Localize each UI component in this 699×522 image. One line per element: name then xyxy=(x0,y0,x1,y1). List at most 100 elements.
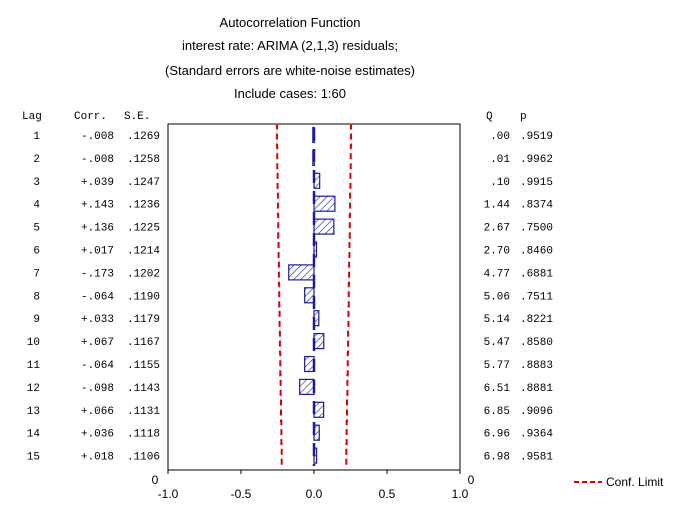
conf-limit-upper xyxy=(345,123,353,468)
acf-bar xyxy=(313,195,336,212)
row-p: .7511 xyxy=(520,291,553,303)
row-lag: 9 xyxy=(33,314,40,326)
row-corr: +.066 xyxy=(81,406,114,418)
acf-bar xyxy=(312,126,315,144)
row-corr: +.067 xyxy=(81,337,114,349)
row-q: 6.51 xyxy=(484,383,511,395)
row-lag: 8 xyxy=(33,291,40,303)
row-p: .9581 xyxy=(520,452,553,464)
row-corr: -.064 xyxy=(81,291,114,303)
row-p: .8881 xyxy=(520,383,553,395)
acf-bar xyxy=(313,424,320,441)
acf-bar xyxy=(304,355,315,373)
chart-title-line-3: (Standard errors are white-noise estimat… xyxy=(165,63,415,78)
row-se: .1190 xyxy=(127,291,160,303)
row-p: .8374 xyxy=(520,200,553,212)
row-corr: +.036 xyxy=(81,429,114,441)
row-corr: +.017 xyxy=(81,246,114,258)
row-corr: -.098 xyxy=(81,383,114,395)
row-p: .8460 xyxy=(520,246,553,258)
row-q: 5.14 xyxy=(484,314,511,326)
row-p: .9096 xyxy=(520,406,553,418)
row-se: .1155 xyxy=(127,360,160,372)
row-corr: -.064 xyxy=(81,360,114,372)
x-tick-label: 0.5 xyxy=(379,487,396,501)
row-se: .1247 xyxy=(127,177,160,189)
acf-bar xyxy=(304,287,315,304)
row-p: .8221 xyxy=(520,314,553,326)
row-corr: -.008 xyxy=(81,154,114,166)
row-se: .1106 xyxy=(127,452,160,464)
row-corr: -.173 xyxy=(81,268,114,280)
row-corr: -.008 xyxy=(81,131,114,143)
acf-bar xyxy=(313,401,325,418)
row-q: .01 xyxy=(490,154,510,166)
row-lag: 15 xyxy=(27,452,40,464)
row-q: 6.85 xyxy=(484,406,510,418)
row-p: .9364 xyxy=(520,429,553,441)
acf-bar xyxy=(313,333,325,350)
row-se: .1167 xyxy=(127,337,160,349)
row-q: 6.96 xyxy=(484,429,510,441)
row-se: .1236 xyxy=(127,200,160,212)
row-q: .00 xyxy=(490,131,510,143)
row-lag: 7 xyxy=(33,268,40,280)
row-q: 5.47 xyxy=(484,337,510,349)
acf-bar xyxy=(313,310,320,327)
row-q: 1.44 xyxy=(484,200,511,212)
col-header-se: S.E. xyxy=(124,111,150,123)
row-lag: 1 xyxy=(33,131,40,143)
x-tick-label: 1.0 xyxy=(452,487,469,501)
row-lag: 2 xyxy=(33,154,40,166)
row-lag: 13 xyxy=(27,406,40,418)
row-q: 2.70 xyxy=(484,246,510,258)
row-q: .10 xyxy=(490,177,510,189)
x-tick-label: -1.0 xyxy=(158,487,179,501)
row-lag: 6 xyxy=(33,246,40,258)
row-se: .1202 xyxy=(127,268,160,280)
row-p: .6881 xyxy=(520,268,553,280)
row-lag: 11 xyxy=(27,360,41,372)
row-lag: 3 xyxy=(33,177,40,189)
row-corr: +.033 xyxy=(81,314,114,326)
row-se: .1258 xyxy=(127,154,160,166)
row-p: .7500 xyxy=(520,223,553,235)
x-tick-label: 0.0 xyxy=(306,487,323,501)
row-lag: 5 xyxy=(33,223,40,235)
row-se: .1179 xyxy=(127,314,160,326)
row-p: .8580 xyxy=(520,337,553,349)
row-corr: +.143 xyxy=(81,200,114,212)
row-p: .9519 xyxy=(520,131,553,143)
chart-title-line-2: interest rate: ARIMA (2,1,3) residuals; xyxy=(181,38,399,53)
acf-bar xyxy=(313,218,335,235)
conf-limit-lower xyxy=(275,123,283,468)
row-q: 6.98 xyxy=(484,452,510,464)
row-se: .1269 xyxy=(127,131,160,143)
row-se: .1143 xyxy=(127,383,160,395)
row-p: .8883 xyxy=(520,360,553,372)
chart-title-line-1: Autocorrelation Function xyxy=(219,15,361,30)
col-header-lag: Lag xyxy=(22,111,42,123)
corner-label-right: 0 xyxy=(468,473,475,487)
col-header-q: Q xyxy=(486,111,493,123)
acf-bar xyxy=(299,378,315,395)
row-se: .1118 xyxy=(127,429,160,441)
col-header-corr: Corr. xyxy=(74,111,107,123)
row-p: .9962 xyxy=(520,154,553,166)
row-q: 5.06 xyxy=(484,291,510,303)
row-se: .1225 xyxy=(127,223,160,235)
row-lag: 14 xyxy=(27,429,41,441)
acf-bar xyxy=(312,149,315,166)
row-q: 2.67 xyxy=(484,223,510,235)
corner-label-left: 0 xyxy=(152,473,159,487)
row-lag: 4 xyxy=(33,200,40,212)
row-corr: +.018 xyxy=(81,452,114,464)
row-q: 4.77 xyxy=(484,268,510,280)
row-se: .1131 xyxy=(127,406,160,418)
row-corr: +.136 xyxy=(81,223,114,235)
row-q: 5.77 xyxy=(484,360,510,372)
acf-bar xyxy=(288,264,315,281)
acf-bar xyxy=(313,447,318,464)
acf-bar xyxy=(313,172,321,189)
